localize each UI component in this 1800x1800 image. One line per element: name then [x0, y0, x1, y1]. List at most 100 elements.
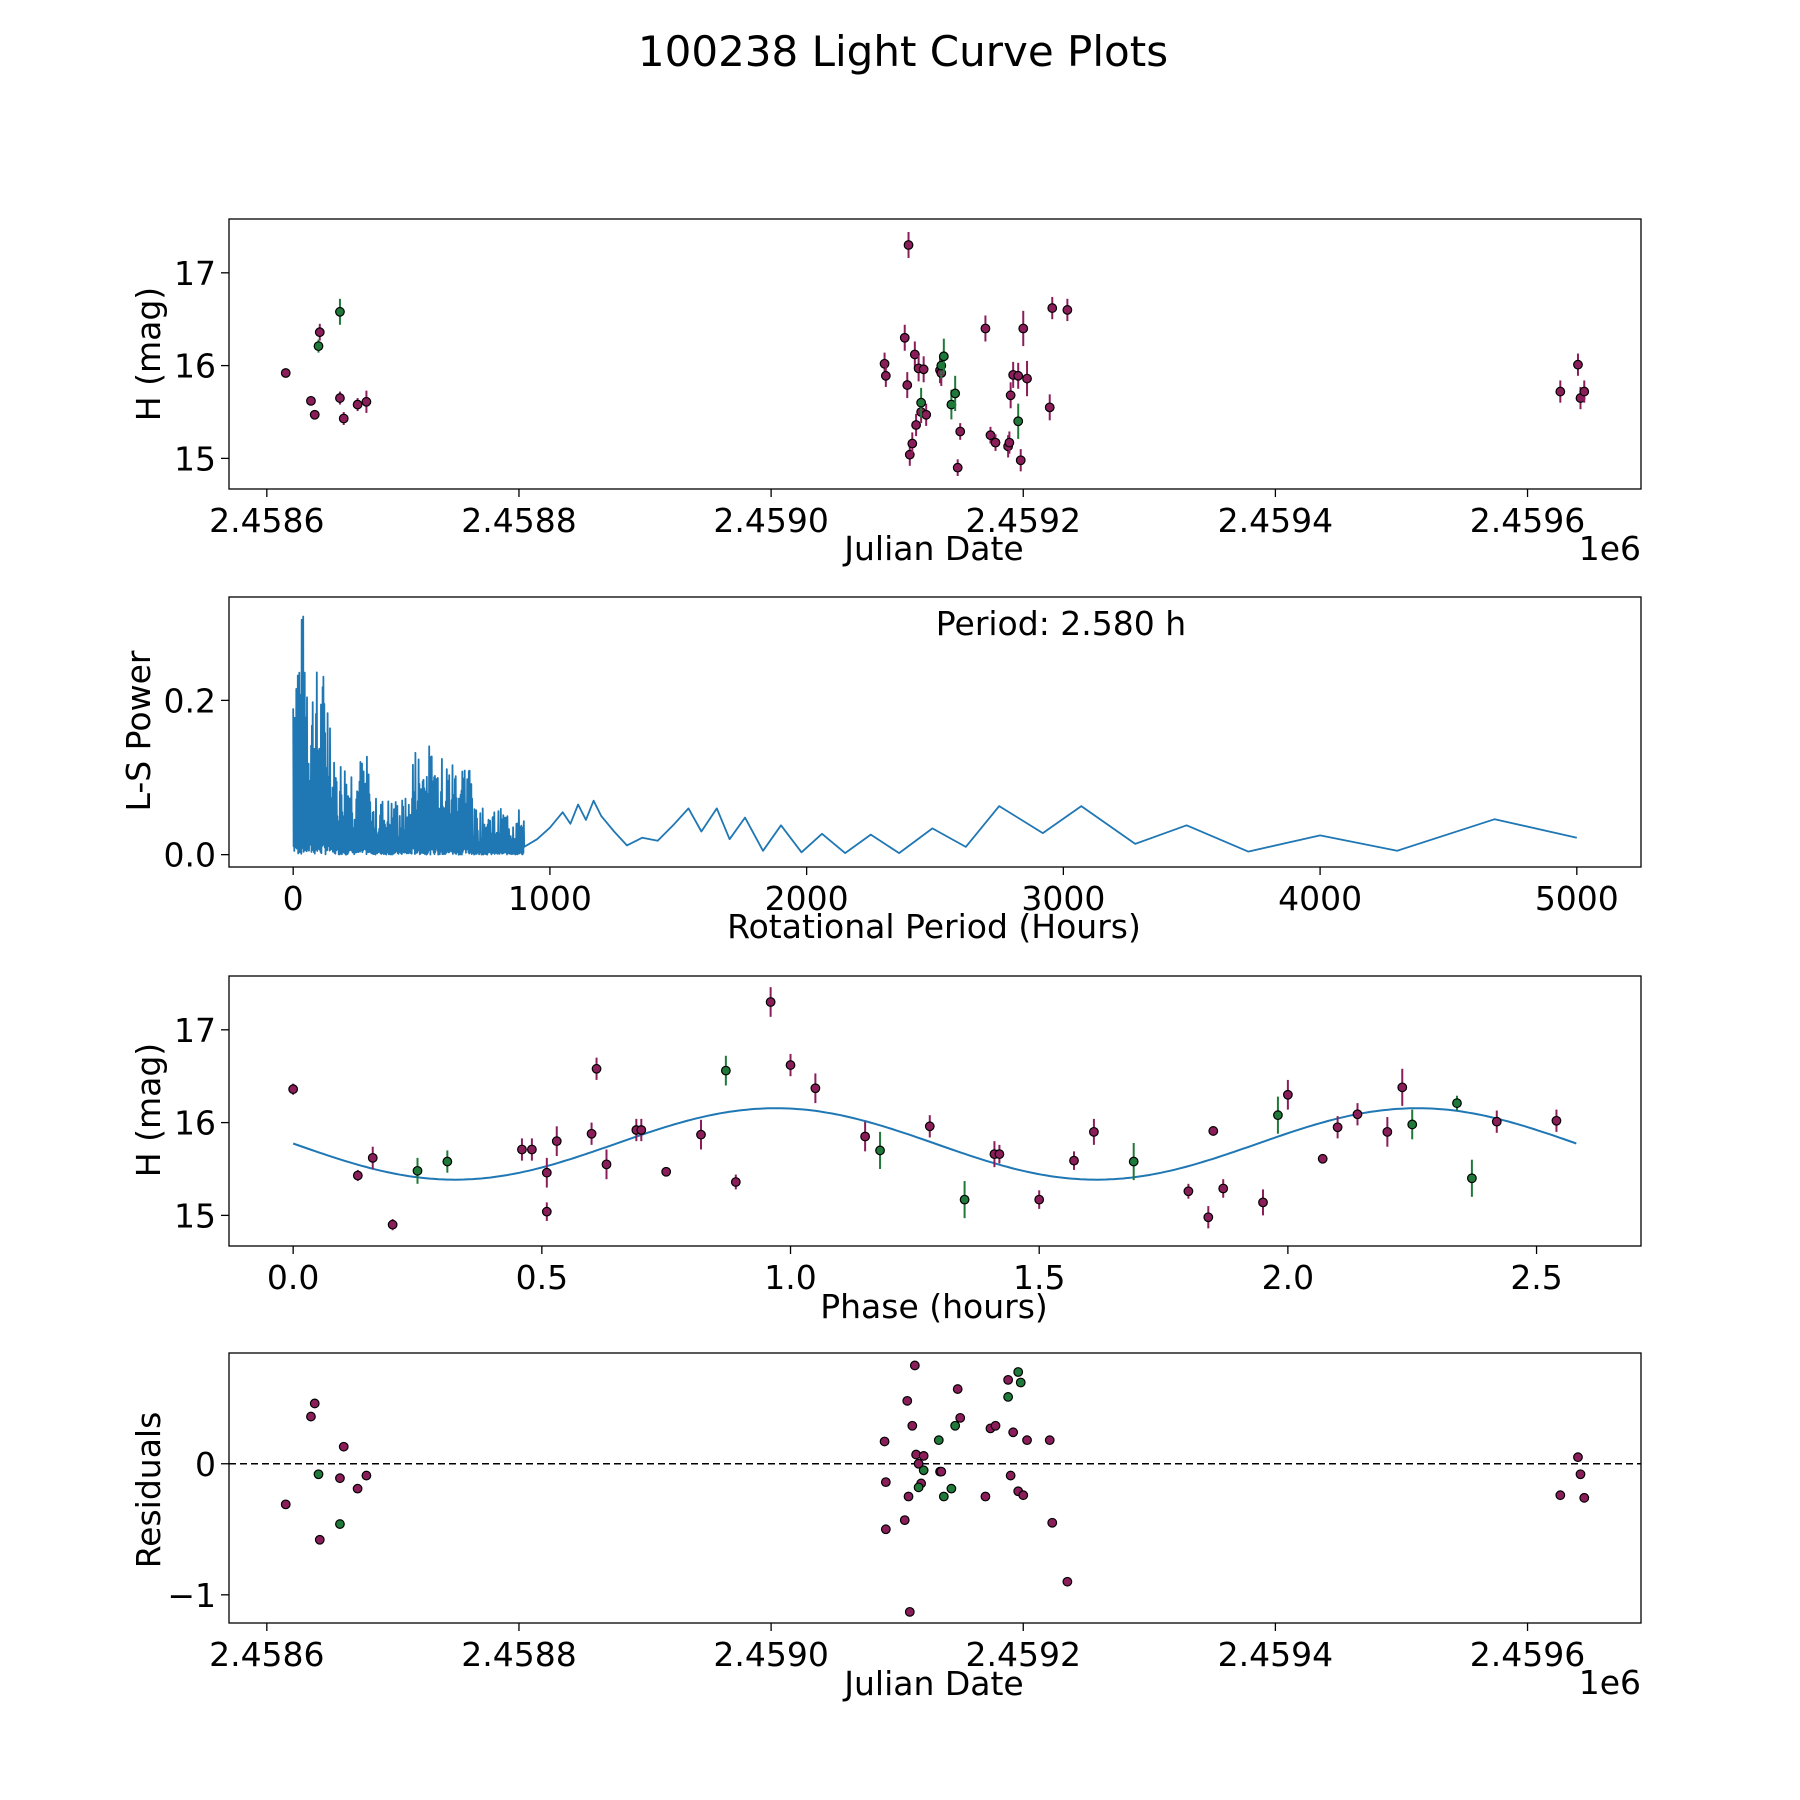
phased-ytick-label: 16	[174, 1104, 216, 1143]
phased-point-green	[412, 1165, 423, 1176]
lightcurve-xtick-label: 2.4590	[713, 501, 828, 540]
residuals-xtick-label: 2.4592	[966, 1635, 1081, 1674]
phased-point-green	[1452, 1098, 1462, 1109]
lightcurve-point-purple	[309, 409, 320, 420]
lightcurve-point-purple	[911, 420, 921, 430]
lightcurve-point-purple	[879, 358, 890, 369]
phased-point-green	[442, 1156, 453, 1167]
lightcurve-point-purple	[1062, 305, 1073, 315]
residuals-point-green	[913, 1482, 924, 1493]
residuals-point-purple	[904, 1606, 915, 1617]
phased-ytick-label: 17	[174, 1011, 216, 1050]
lightcurve-point-purple	[880, 370, 891, 381]
residuals-point-purple	[980, 1491, 991, 1502]
residuals-point-purple	[952, 1384, 963, 1394]
lightcurve-point-green	[938, 351, 949, 362]
lightcurve-point-purple	[903, 240, 914, 250]
residuals-point-purple	[955, 1412, 966, 1423]
residuals-point-green	[950, 1420, 961, 1431]
lightcurve-point-purple	[918, 364, 929, 375]
phased-point-purple	[591, 1063, 602, 1074]
residuals-point-purple	[907, 1420, 918, 1431]
phased-point-purple	[1551, 1115, 1562, 1126]
period-annotation: Period: 2.580 h	[936, 604, 1186, 643]
phased-point-purple	[387, 1219, 398, 1230]
phased-frame	[228, 975, 1642, 1247]
residuals-ytick-label: 0	[195, 1445, 216, 1484]
residuals-point-purple	[1047, 1517, 1058, 1528]
lightcurve-xtick-label: 2.4592	[966, 501, 1081, 540]
residuals-xtick-label: 2.4586	[209, 1635, 324, 1674]
lightcurve-point-purple	[1573, 359, 1583, 370]
phased-point-purple	[1258, 1197, 1268, 1208]
residuals-point-purple	[1022, 1435, 1032, 1446]
phased-point-purple	[517, 1144, 527, 1155]
residuals-point-purple	[314, 1534, 325, 1545]
residuals-point-purple	[879, 1436, 890, 1447]
lightcurve-frame	[228, 218, 1642, 490]
phased-xtick-label: 0.0	[267, 1258, 319, 1297]
residuals-point-purple	[361, 1470, 372, 1481]
lightcurve-point-purple	[306, 395, 316, 406]
periodogram-xtick-label: 1000	[508, 879, 592, 918]
phased-xtick-label: 2.0	[1262, 1258, 1314, 1297]
residuals-point-purple	[902, 1395, 913, 1406]
periodogram-panel: Rotational Period (Hours) L-S Power Peri…	[119, 596, 1642, 946]
phased-point-purple	[810, 1083, 821, 1094]
phased-ylabel: H (mag)	[129, 1043, 168, 1177]
figure-title: 100238 Light Curve Plots	[638, 27, 1168, 76]
residuals-point-green	[933, 1435, 944, 1446]
phased-point-purple	[1491, 1116, 1502, 1127]
lightcurve-point-purple	[907, 438, 918, 449]
residuals-point-purple	[1575, 1469, 1586, 1480]
periodogram-xtick-label: 5000	[1535, 879, 1619, 918]
phased-point-purple	[526, 1144, 537, 1155]
lightcurve-point-green	[335, 306, 345, 317]
lightcurve-point-purple	[1579, 386, 1590, 397]
residuals-point-purple	[899, 1515, 910, 1526]
residuals-frame	[228, 1352, 1642, 1624]
lightcurve-point-purple	[280, 368, 291, 378]
residuals-point-purple	[1579, 1492, 1590, 1503]
residuals-point-purple	[280, 1499, 291, 1510]
periodogram-xtick-label: 3000	[1021, 879, 1105, 918]
residuals-offset-label: 1e6	[1579, 1663, 1641, 1702]
lightcurve-point-purple	[352, 399, 363, 410]
phased-panel: Phase (hours) H (mag) 0.0 0.5 1.0 1.5 2.0 2.5…	[129, 975, 1642, 1326]
phased-point-purple	[601, 1159, 612, 1170]
phased-point-purple	[994, 1149, 1005, 1160]
lightcurve-point-purple	[1022, 373, 1032, 384]
phased-point-green	[720, 1065, 731, 1076]
residuals-point-purple	[306, 1411, 316, 1422]
residuals-point-green	[335, 1519, 345, 1529]
phased-point-green	[1407, 1119, 1418, 1130]
residuals-point-green	[918, 1465, 929, 1476]
phased-point-purple	[1397, 1082, 1408, 1093]
phased-point-purple	[730, 1177, 741, 1187]
residuals-point-green	[946, 1483, 957, 1494]
phased-point-purple	[661, 1166, 672, 1177]
phased-model-line	[292, 1107, 1577, 1181]
residuals-xlabel: Julian Date	[842, 1664, 1024, 1703]
phased-point-purple	[541, 1206, 552, 1217]
lightcurve-point-purple	[1018, 323, 1029, 334]
lightcurve-point-green	[950, 388, 961, 399]
phased-xtick-label: 1.0	[764, 1258, 816, 1297]
phased-xtick-label: 0.5	[516, 1258, 568, 1297]
lightcurve-point-purple	[1005, 390, 1016, 401]
periodogram-ytick-label: 0.0	[164, 836, 216, 875]
lightcurve-point-purple	[1047, 303, 1058, 313]
phased-point-purple	[352, 1170, 363, 1181]
residuals-point-purple	[1573, 1452, 1583, 1463]
residuals-point-purple	[913, 1458, 924, 1469]
residuals-ylabel: Residuals	[129, 1412, 168, 1569]
phased-point-purple	[1332, 1122, 1343, 1133]
lightcurve-point-purple	[952, 462, 963, 473]
residuals-point-green	[1003, 1392, 1014, 1402]
lightcurve-point-purple	[314, 327, 325, 338]
residuals-point-purple	[1008, 1427, 1019, 1438]
residuals-point-purple	[338, 1441, 349, 1452]
lightcurve-xtick-label: 2.4588	[461, 501, 576, 540]
phased-ytick-label: 15	[174, 1196, 216, 1235]
